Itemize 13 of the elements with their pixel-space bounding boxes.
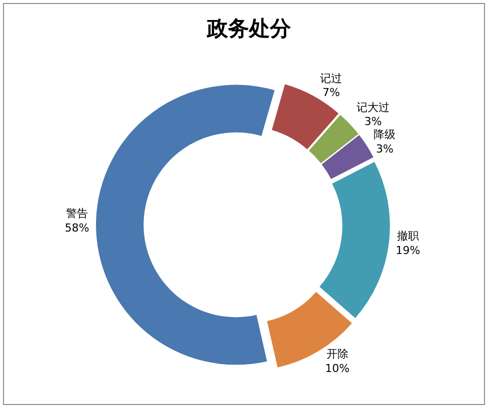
slice-label: 开除 [326,348,348,361]
data-label: 19% [396,244,420,257]
slice-label: 记过 [320,72,342,85]
slice-label: 降级 [374,128,396,142]
data-label: 3% [376,142,394,156]
chart-title: 政务处分 [206,15,292,40]
slice-label: 记大过 [356,100,390,114]
slice-label: 撤职 [396,229,419,242]
data-label: 58% [64,222,90,235]
data-label: 3% [364,115,382,128]
data-label: 10% [325,362,350,375]
slice-label: 警告 [66,207,88,220]
data-label: 7% [322,86,340,100]
